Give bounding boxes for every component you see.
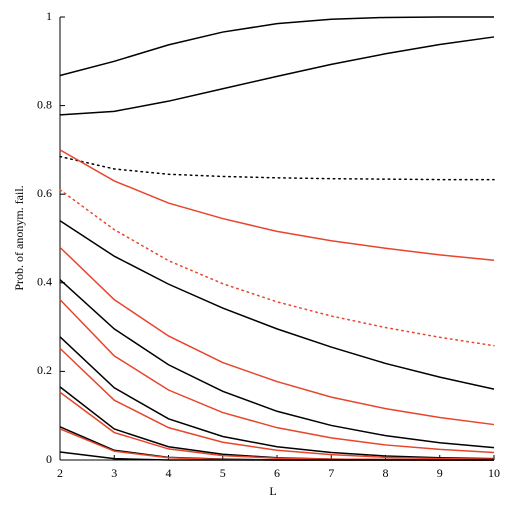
y-tick-label: 0.8	[37, 97, 52, 111]
y-tick-label: 1	[46, 9, 52, 23]
data-line	[59, 299, 495, 454]
x-tick-label: 9	[437, 466, 443, 480]
data-line	[59, 149, 495, 261]
x-tick-label: 2	[57, 466, 63, 480]
data-line	[59, 347, 495, 460]
x-tick-label: 7	[328, 466, 334, 480]
x-tick-label: 8	[383, 466, 389, 480]
x-tick-label: 3	[111, 466, 117, 480]
y-tick-label: 0.2	[37, 363, 52, 377]
x-tick-label: 4	[166, 466, 172, 480]
data-line	[59, 36, 495, 116]
data-line	[59, 220, 495, 390]
data-line	[59, 336, 495, 460]
y-tick-label: 0.4	[37, 275, 52, 289]
x-tick-label: 6	[274, 466, 280, 480]
data-line	[59, 155, 495, 181]
data-line	[59, 451, 494, 461]
data-line	[59, 246, 495, 426]
y-tick-label: 0	[46, 452, 52, 466]
data-line	[59, 16, 494, 77]
y-axis-label: Prob. of anonym. fail.	[12, 185, 26, 290]
y-tick-label: 0.6	[37, 186, 52, 200]
x-axis-label: L	[269, 484, 276, 498]
data-line	[59, 279, 495, 449]
x-tick-label: 5	[220, 466, 226, 480]
data-line	[59, 189, 495, 347]
x-tick-label: 10	[488, 466, 500, 480]
